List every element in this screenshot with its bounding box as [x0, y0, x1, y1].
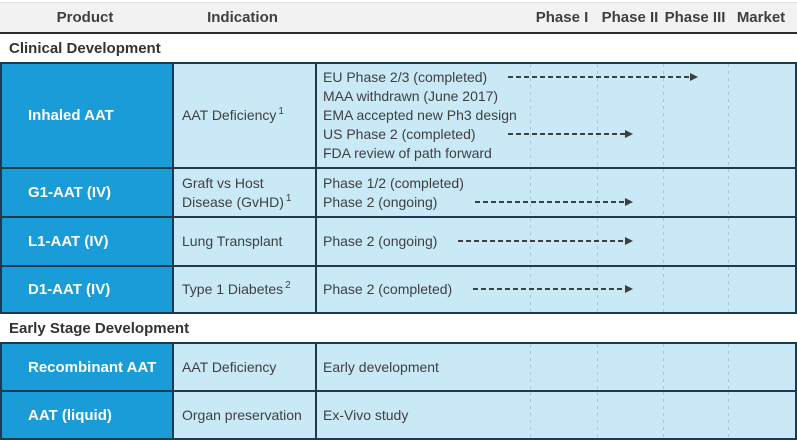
indication-text: AAT Deficiency 1 — [182, 106, 284, 123]
timeline-arrow-to-phase2 — [475, 198, 633, 206]
timeline-note: FDA review of path forward — [323, 145, 492, 161]
product-cell: AAT (liquid) — [2, 392, 172, 438]
timeline-arrow-to-phase3 — [508, 73, 698, 81]
timeline-note: MAA withdrawn (June 2017) — [323, 88, 499, 104]
product-cell: D1-AAT (IV) — [2, 267, 172, 312]
timeline-note: Phase 2 (ongoing) — [323, 233, 438, 249]
indication-cell: Organ preservation — [174, 392, 315, 438]
timeline-cell: EU Phase 2/3 (completed) MAA withdrawn (… — [317, 64, 795, 167]
column-header-row: Product Indication Phase I Phase II Phas… — [0, 2, 797, 34]
footnote-marker: 1 — [285, 192, 292, 204]
timeline-cell: Ex-Vivo study — [317, 392, 795, 438]
indication-cell: AAT Deficiency 1 — [174, 64, 315, 167]
indication-text: Lung Transplant — [182, 233, 283, 249]
footnote-marker: 1 — [278, 106, 284, 118]
indication-cell: Lung Transplant — [174, 218, 315, 265]
timeline-arrow-to-phase2 — [458, 237, 633, 245]
column-header-phase2: Phase II — [601, 9, 659, 26]
indication-cell: Graft vs Host Disease (GvHD) 1 — [174, 169, 315, 216]
indication-cell: AAT Deficiency — [174, 344, 315, 390]
timeline-arrow-to-phase2 — [473, 285, 633, 293]
timeline-note: US Phase 2 (completed) — [323, 126, 476, 142]
timeline-note: Phase 1/2 (completed) — [323, 174, 464, 191]
timeline-note: EMA accepted new Ph3 design — [323, 107, 517, 123]
section-title-early-stage: Early Stage Development — [0, 314, 797, 342]
product-cell: L1-AAT (IV) — [2, 218, 172, 265]
product-cell: Recombinant AAT — [2, 344, 172, 390]
product-cell: G1-AAT (IV) — [2, 169, 172, 216]
indication-text: Graft vs Host Disease (GvHD) 1 — [182, 174, 292, 210]
column-header-phase1: Phase I — [535, 9, 589, 26]
section-title-clinical: Clinical Development — [0, 34, 797, 62]
timeline-note: EU Phase 2/3 (completed) — [323, 69, 488, 85]
timeline-cell: Phase 2 (completed) — [317, 267, 795, 312]
timeline-cell: Early development — [317, 344, 795, 390]
timeline-cell: Phase 2 (ongoing) — [317, 218, 795, 265]
timeline-arrow-to-phase2 — [508, 130, 633, 138]
column-header-indication: Indication — [207, 9, 278, 26]
column-header-phase3: Phase III — [664, 9, 726, 26]
indication-text: Type 1 Diabetes 2 — [182, 280, 291, 297]
early-stage-table: Recombinant AAT AAT Deficiency Early dev… — [0, 342, 797, 440]
timeline-note: Phase 2 (completed) — [323, 281, 453, 297]
timeline-note: Early development — [323, 358, 439, 375]
timeline-cell: Phase 1/2 (completed) Phase 2 (ongoing) — [317, 169, 795, 216]
timeline-note: Ex-Vivo study — [323, 406, 409, 423]
column-header-product: Product — [56, 9, 114, 26]
clinical-development-table: Inhaled AAT AAT Deficiency 1 EU Phase 2/3… — [0, 62, 797, 314]
indication-text: AAT Deficiency — [182, 358, 277, 375]
indication-cell: Type 1 Diabetes 2 — [174, 267, 315, 312]
product-cell: Inhaled AAT — [2, 64, 172, 167]
footnote-marker: 2 — [285, 280, 291, 292]
timeline-note: Phase 2 (ongoing) — [323, 193, 438, 210]
indication-text: Organ preservation — [182, 406, 302, 423]
column-header-market: Market — [736, 9, 786, 26]
